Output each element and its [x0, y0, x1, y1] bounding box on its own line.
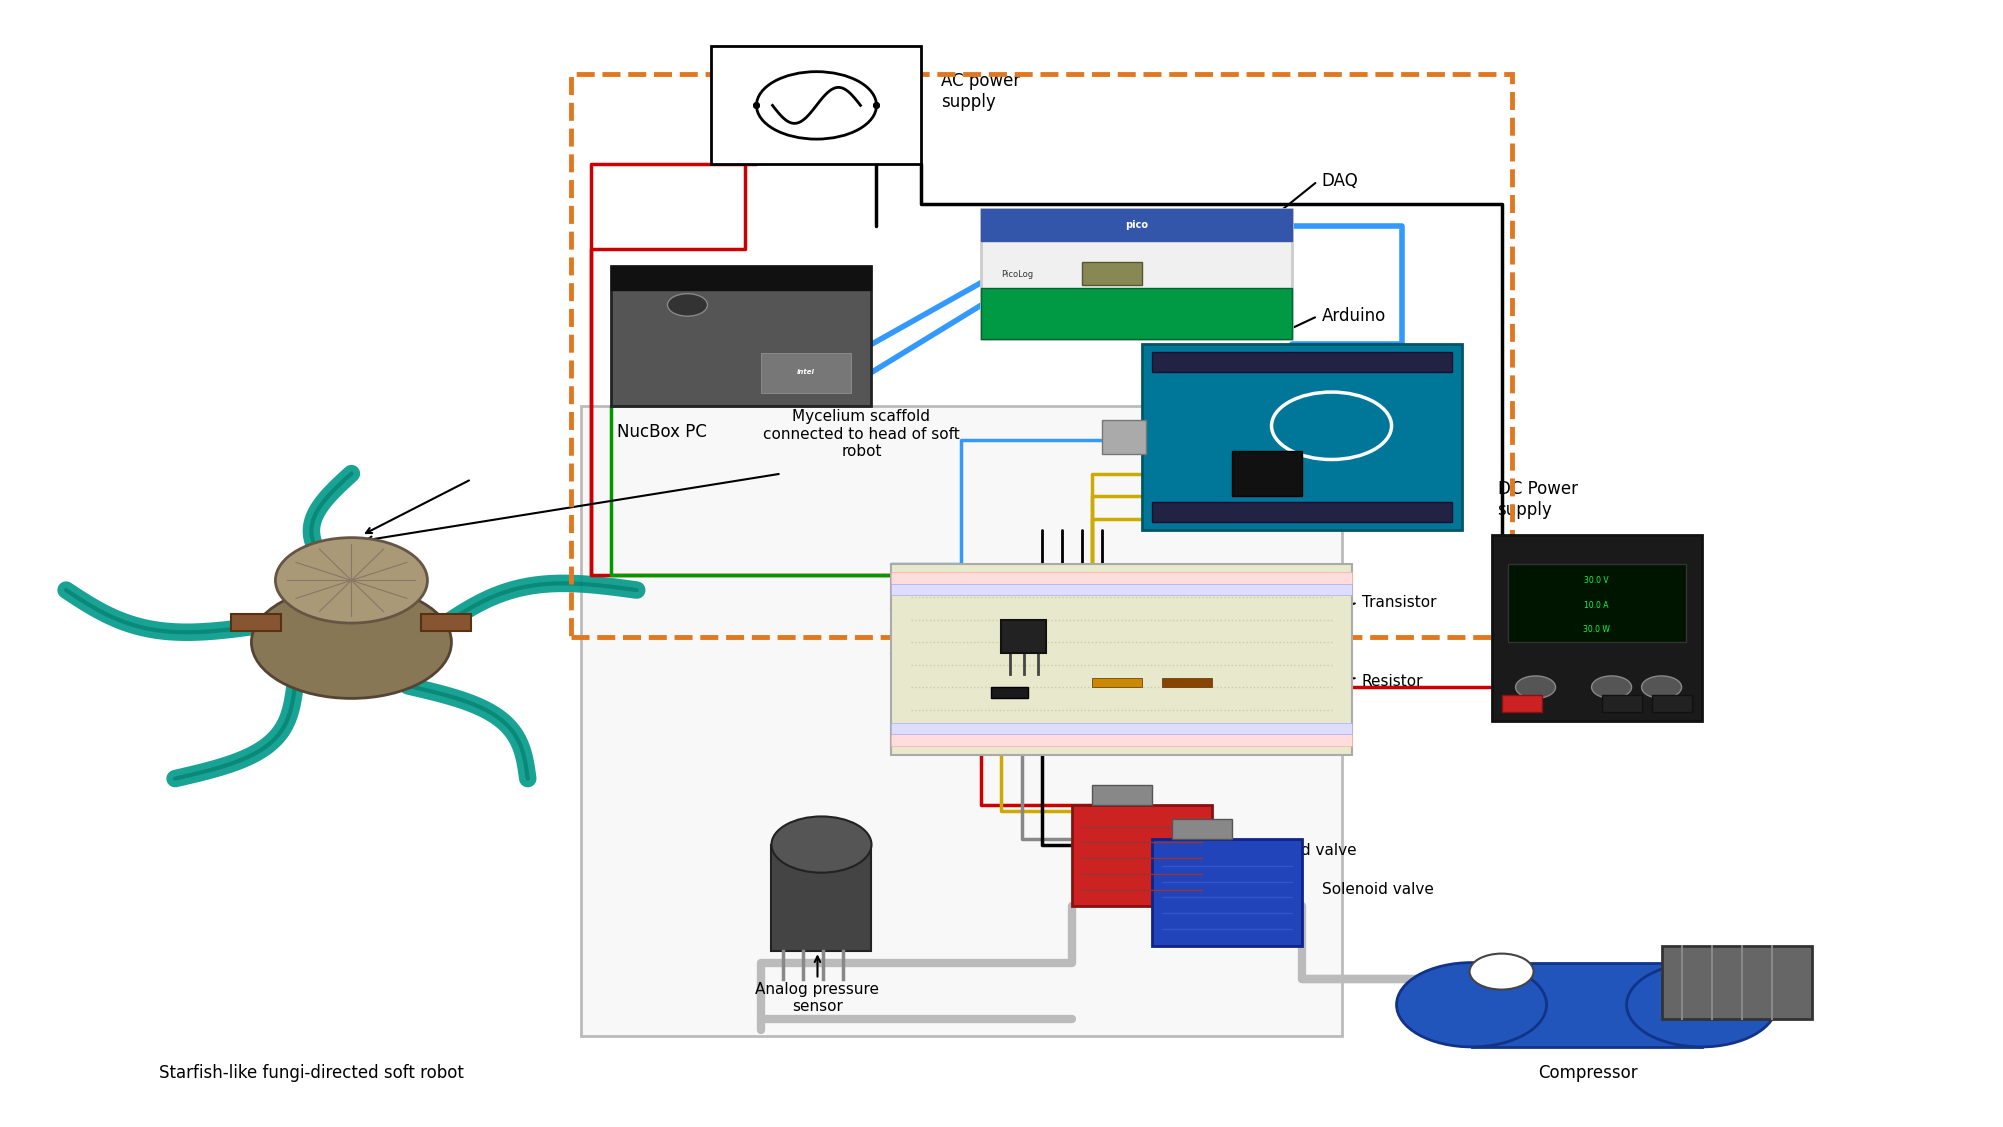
FancyBboxPatch shape	[981, 289, 1292, 338]
Text: DC Power
supply: DC Power supply	[1498, 480, 1578, 518]
FancyBboxPatch shape	[1662, 946, 1811, 1019]
FancyBboxPatch shape	[1142, 344, 1462, 530]
Text: 30.0 V: 30.0 V	[1584, 576, 1608, 585]
FancyBboxPatch shape	[771, 844, 871, 951]
FancyBboxPatch shape	[1162, 678, 1212, 687]
FancyBboxPatch shape	[232, 614, 280, 631]
FancyBboxPatch shape	[891, 584, 1352, 595]
Text: PicoLog: PicoLog	[1002, 270, 1034, 279]
Circle shape	[252, 586, 451, 699]
Text: Mycelium scaffold
connected to head of soft
robot: Mycelium scaffold connected to head of s…	[763, 409, 959, 459]
Text: Diode: Diode	[1302, 719, 1346, 734]
FancyBboxPatch shape	[581, 406, 1342, 1036]
Circle shape	[771, 816, 871, 872]
Text: Starfish-like fungi-directed soft robot: Starfish-like fungi-directed soft robot	[158, 1064, 465, 1082]
FancyBboxPatch shape	[1472, 962, 1703, 1047]
FancyBboxPatch shape	[981, 210, 1292, 241]
FancyBboxPatch shape	[1508, 564, 1687, 642]
Text: AC power
supply: AC power supply	[941, 72, 1022, 110]
Text: 10.0 A: 10.0 A	[1584, 601, 1608, 610]
Text: Resistor: Resistor	[1362, 674, 1422, 689]
Text: intel: intel	[797, 370, 815, 375]
FancyBboxPatch shape	[1002, 620, 1046, 654]
FancyBboxPatch shape	[1652, 695, 1693, 712]
Text: Solenoid valve: Solenoid valve	[1322, 882, 1434, 897]
Text: Arduino: Arduino	[1322, 308, 1386, 326]
Text: 30.0 W: 30.0 W	[1582, 625, 1610, 635]
FancyBboxPatch shape	[891, 735, 1352, 746]
FancyBboxPatch shape	[611, 266, 871, 291]
FancyBboxPatch shape	[1152, 838, 1302, 946]
FancyBboxPatch shape	[1602, 695, 1642, 712]
FancyBboxPatch shape	[1082, 263, 1142, 285]
FancyBboxPatch shape	[1102, 420, 1146, 454]
Text: NucBox PC: NucBox PC	[617, 423, 707, 441]
Text: pico: pico	[1126, 220, 1148, 230]
FancyBboxPatch shape	[1072, 805, 1212, 906]
FancyBboxPatch shape	[991, 687, 1028, 699]
FancyBboxPatch shape	[421, 614, 471, 631]
FancyBboxPatch shape	[611, 266, 871, 406]
Circle shape	[1642, 676, 1683, 699]
Circle shape	[667, 294, 707, 317]
Circle shape	[1396, 962, 1546, 1047]
FancyBboxPatch shape	[761, 353, 851, 392]
Circle shape	[1470, 953, 1534, 990]
Circle shape	[276, 538, 427, 623]
FancyBboxPatch shape	[1492, 535, 1703, 721]
Circle shape	[1626, 962, 1777, 1047]
FancyBboxPatch shape	[891, 724, 1352, 735]
Text: Transistor: Transistor	[1362, 595, 1436, 611]
Text: →Solenoid valve: →Solenoid valve	[1232, 843, 1356, 858]
Circle shape	[1592, 676, 1632, 699]
FancyBboxPatch shape	[1152, 352, 1452, 372]
FancyBboxPatch shape	[1172, 818, 1232, 838]
Text: Compressor: Compressor	[1538, 1064, 1636, 1082]
Text: DAQ: DAQ	[1322, 172, 1358, 190]
FancyBboxPatch shape	[1092, 786, 1152, 805]
FancyBboxPatch shape	[1152, 502, 1452, 522]
FancyBboxPatch shape	[711, 46, 921, 165]
FancyBboxPatch shape	[891, 573, 1352, 584]
Text: Analog pressure
sensor: Analog pressure sensor	[755, 982, 879, 1014]
FancyBboxPatch shape	[1232, 451, 1302, 496]
FancyBboxPatch shape	[1092, 678, 1142, 687]
FancyBboxPatch shape	[1502, 695, 1542, 712]
Circle shape	[757, 72, 877, 139]
FancyBboxPatch shape	[891, 564, 1352, 755]
Circle shape	[1516, 676, 1556, 699]
FancyBboxPatch shape	[981, 210, 1292, 338]
